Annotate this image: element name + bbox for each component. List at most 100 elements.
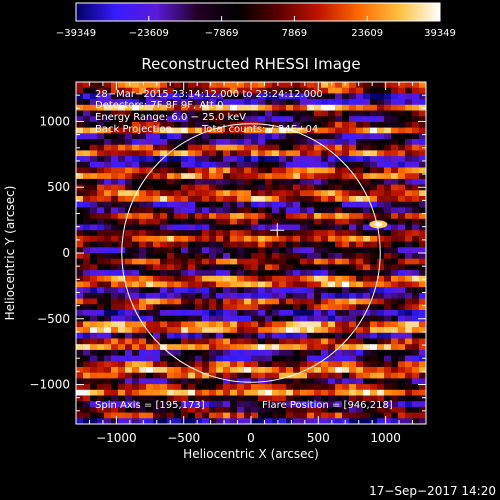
heatmap-cell bbox=[286, 270, 294, 277]
heatmap-cell bbox=[83, 139, 91, 146]
heatmap-cell bbox=[188, 87, 196, 94]
heatmap-cell bbox=[209, 104, 217, 112]
heatmap-cell bbox=[146, 338, 154, 345]
heatmap-cell bbox=[223, 161, 231, 169]
flare-source-core bbox=[374, 222, 383, 227]
heatmap-cell bbox=[188, 121, 196, 129]
heatmap-cell bbox=[202, 418, 210, 424]
heatmap-cell bbox=[356, 310, 364, 317]
heatmap-cell bbox=[244, 275, 252, 283]
heatmap-cell bbox=[167, 156, 175, 163]
heatmap-cell bbox=[363, 110, 371, 117]
heatmap-cell bbox=[160, 406, 168, 414]
heatmap-cell bbox=[76, 178, 84, 186]
heatmap-cell bbox=[244, 139, 252, 146]
heatmap-cell bbox=[230, 127, 238, 134]
heatmap-cell bbox=[265, 401, 273, 408]
heatmap-cell bbox=[405, 367, 413, 374]
heatmap-cell bbox=[293, 167, 301, 174]
heatmap-cell bbox=[230, 230, 238, 237]
heatmap-cell bbox=[342, 196, 350, 203]
heatmap-cell bbox=[230, 349, 238, 357]
heatmap-cell bbox=[363, 412, 371, 419]
heatmap-cell bbox=[272, 384, 280, 391]
heatmap-cell bbox=[174, 178, 182, 186]
axis-ticks bbox=[76, 82, 426, 424]
heatmap-cell bbox=[237, 412, 245, 419]
heatmap-cell bbox=[160, 161, 168, 169]
heatmap-cell bbox=[90, 321, 98, 328]
heatmap-cell bbox=[104, 270, 112, 277]
heatmap-cell bbox=[230, 253, 238, 260]
heatmap-cell bbox=[391, 372, 399, 379]
heatmap-cell bbox=[363, 275, 371, 283]
heatmap-cell bbox=[104, 315, 112, 322]
heatmap-cell bbox=[349, 87, 357, 94]
heatmap-cell bbox=[118, 213, 126, 220]
heatmap-cell bbox=[97, 133, 105, 140]
heatmap-cell bbox=[293, 241, 301, 248]
heatmap-cell bbox=[230, 344, 238, 351]
heatmap-cell bbox=[384, 184, 392, 191]
heatmap-cell bbox=[97, 315, 105, 322]
heatmap-cell bbox=[349, 361, 357, 368]
heatmap-cell bbox=[335, 310, 343, 317]
heatmap-cell bbox=[321, 418, 329, 424]
heatmap-cell bbox=[153, 264, 161, 271]
heatmap-cell bbox=[328, 304, 336, 311]
heatmap-cell bbox=[272, 332, 280, 340]
heatmap-cell bbox=[377, 230, 385, 237]
heatmap-cell bbox=[314, 104, 322, 112]
heatmap-cell bbox=[391, 327, 399, 334]
heatmap-cell bbox=[342, 372, 350, 379]
heatmap-cell bbox=[412, 406, 420, 414]
heatmap-cell bbox=[181, 99, 189, 106]
heatmap-cell bbox=[181, 367, 189, 374]
heatmap-cell bbox=[97, 258, 105, 265]
heatmap-cell bbox=[160, 110, 168, 117]
heatmap-cell bbox=[335, 161, 343, 169]
heatmap-cell bbox=[286, 338, 294, 345]
heatmap-cell bbox=[104, 144, 112, 151]
heatmap-cell bbox=[223, 378, 231, 385]
heatmap-cell bbox=[174, 139, 182, 146]
heatmap-cell bbox=[335, 110, 343, 117]
heatmap-cell bbox=[146, 372, 154, 379]
heatmap-cell bbox=[76, 412, 84, 419]
heatmap-cell bbox=[139, 270, 147, 277]
annotation-spin-axis: Spin Axis = [195,173] bbox=[95, 400, 205, 411]
heatmap-cell bbox=[153, 173, 161, 180]
heatmap-cell bbox=[419, 321, 426, 328]
heatmap-cell bbox=[272, 167, 280, 174]
heatmap-cell bbox=[412, 253, 420, 260]
heatmap-cell bbox=[153, 310, 161, 317]
heatmap-cell bbox=[321, 218, 329, 226]
heatmap-cell bbox=[83, 156, 91, 163]
heatmap-cell bbox=[76, 406, 84, 414]
heatmap-cell bbox=[370, 133, 378, 140]
heatmap-cell bbox=[328, 99, 336, 106]
heatmap-cell bbox=[279, 270, 287, 277]
heatmap-cell bbox=[300, 253, 308, 260]
heatmap-cell bbox=[405, 116, 413, 123]
heatmap-cell bbox=[272, 224, 280, 231]
heatmap-cell bbox=[342, 344, 350, 351]
heatmap-cell bbox=[188, 298, 196, 305]
heatmap-cell bbox=[412, 344, 420, 351]
heatmap-cell bbox=[216, 406, 224, 414]
heatmap-cell bbox=[167, 207, 175, 214]
heatmap-cell bbox=[90, 230, 98, 237]
heatmap-cell bbox=[384, 104, 392, 112]
heatmap-cell bbox=[349, 310, 357, 317]
heatmap-cell bbox=[328, 104, 336, 112]
heatmap-cell bbox=[195, 327, 203, 334]
heatmap-cell bbox=[384, 201, 392, 208]
heatmap-cell bbox=[391, 270, 399, 277]
heatmap-cell bbox=[251, 361, 259, 368]
heatmap-cell bbox=[349, 190, 357, 197]
x-tick-label: 500 bbox=[307, 431, 330, 445]
heatmap-cell bbox=[328, 275, 336, 283]
heatmap-cell bbox=[363, 315, 371, 322]
heatmap-cell bbox=[181, 196, 189, 203]
